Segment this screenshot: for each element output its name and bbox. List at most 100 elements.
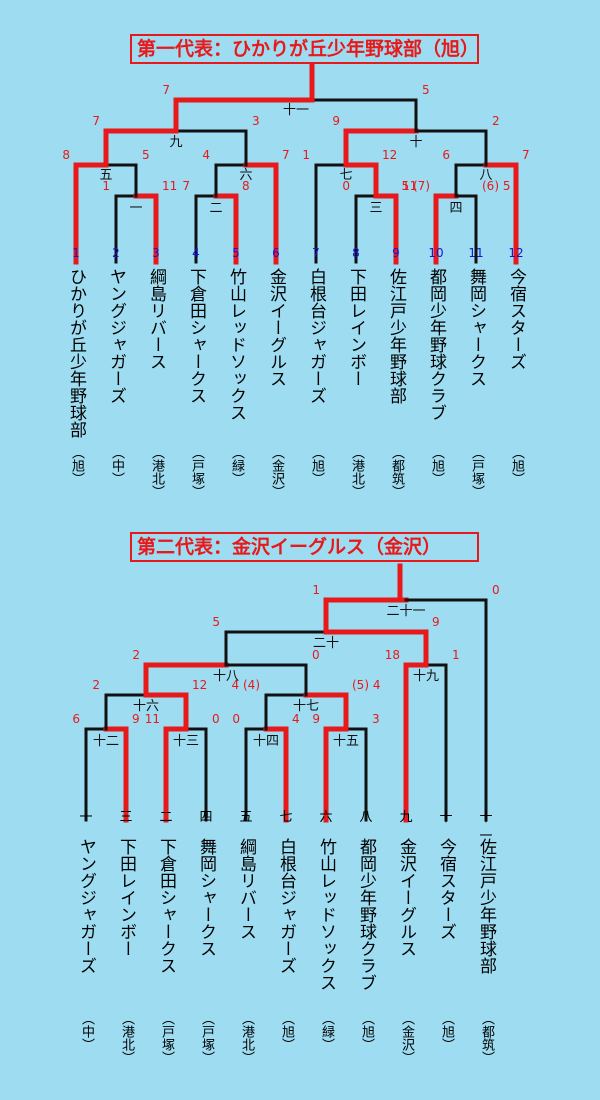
team-number: 10 [428,246,444,260]
b1-game-10-score-right: 2 [492,114,500,128]
team-name: 今宿スターズ [506,268,526,370]
b2-game-13-score-left: 11 [145,712,160,726]
team-number: 8 [352,246,360,260]
team-number: 3 [152,246,160,260]
b2-game-20-score-left: 5 [212,615,220,629]
team-name: 竹山レッドソックス [226,268,246,421]
b2-game-21-label: 二十一 [386,604,425,619]
b1-game-8-score-left: 6 [442,148,450,162]
b1-game-1-score-right: 11 [162,179,177,193]
b1-game-11-score-left: 7 [162,83,170,97]
b2-game-15-label: 十五 [333,734,359,749]
b1-game-3-label: 三 [369,201,382,216]
team-number: 4 [192,246,200,260]
b1-game-9-score-right: 3 [252,114,260,128]
b2-game-14-label: 十四 [253,734,279,749]
b2-game-16-label: 十六 [133,699,159,714]
team-area: （港北） [149,446,164,498]
b1-game-5-label: 五 [99,168,112,183]
team-number: 八 [359,810,373,825]
team-number: 十一 [479,810,493,844]
team-area: （旭） [309,446,324,485]
b2-game-12-score-right: 9 [132,712,140,726]
team-area: （金沢） [399,1012,414,1064]
team-name: ヤングジャガーズ [76,838,96,974]
b1-game-8-label: 八 [479,168,492,183]
team-number: 九 [399,810,413,825]
team-name: ヤングジャガーズ [106,268,126,404]
team-name: ひかりが丘少年野球部 [66,268,86,438]
b1-game-4-label: 四 [449,201,462,216]
b2-game-18-label: 十八 [213,669,239,684]
team-number: 1 [72,246,80,260]
team-name: 竹山レッドソックス [316,838,336,991]
b2-game-17-label: 十七 [293,699,319,714]
team-area: （旭） [69,446,84,485]
b1-game-6-label: 六 [239,168,252,183]
b2-game-14-score-left: 0 [232,712,240,726]
team-name: 舞岡シャークス [466,268,486,387]
team-number: 二 [159,810,173,825]
b2-game-16-score-right: 12 [192,678,207,692]
team-area: （戸塚） [189,446,204,498]
b2-game-20-score-right: 9 [432,615,440,629]
b2-game-21-score-left: 1 [312,583,320,597]
b2-game-12-label: 十二 [93,734,119,749]
b2-game-12-score-left: 6 [72,712,80,726]
team-name: 舞岡シャークス [196,838,216,957]
team-area: （都筑） [389,446,404,498]
team-number: 六 [319,810,333,825]
team-area: （港北） [349,446,364,498]
team-area: （旭） [429,446,444,485]
b1-game-1-score-left: 1 [102,179,110,193]
b1-game-11-label: 十一 [283,103,309,118]
team-number: 十 [439,810,453,825]
b1-game-2-score-right: 8 [242,179,250,193]
b1-game-3-score-right: 11 [402,179,417,193]
team-name: 下倉田シャークス [156,838,176,974]
team-name: 都岡少年野球クラブ [356,838,376,991]
team-number: 三 [119,810,133,825]
team-area: （旭） [359,1012,374,1051]
b1-game-5-score-right: 5 [142,148,150,162]
b2-game-17-score-right: (5) 4 [352,678,380,692]
b1-game-3-score-left: 0 [342,179,350,193]
b2-game-15-score-right: 3 [372,712,380,726]
team-area: （金沢） [269,446,284,498]
b1-game-4-score-left: 5 (7) [402,179,430,193]
b1-game-9-label: 九 [169,135,182,150]
team-area: （戸塚） [469,446,484,498]
team-area: （中） [79,1012,94,1051]
b2-game-13-score-right: 0 [212,712,220,726]
team-area: （港北） [239,1012,254,1064]
b1-game-7-label: 七 [339,168,352,183]
team-area: （旭） [509,446,524,485]
team-area: （旭） [279,1012,294,1051]
team-area: （戸塚） [159,1012,174,1064]
b2-game-16-score-left: 2 [92,678,100,692]
team-name: 金沢イーグルス [266,268,286,387]
team-number: 9 [392,246,400,260]
team-name: 都岡少年野球クラブ [426,268,446,421]
team-number: 11 [468,246,484,260]
b1-game-1-label: 一 [129,201,142,216]
b2-game-18-score-left: 2 [132,648,140,662]
b2-game-14-score-right: 4 [292,712,300,726]
b2-game-13-label: 十三 [173,734,199,749]
team-number: 7 [312,246,320,260]
b2-game-21-score-right: 0 [492,583,500,597]
team-number: 12 [508,246,524,260]
team-area: （緑） [229,446,244,485]
team-area: （中） [109,446,124,485]
team-number: 一 [79,810,93,825]
team-name: 白根台ジャガーズ [306,268,326,404]
team-name: 綱島リバース [146,268,166,370]
team-name: 金沢イーグルス [396,838,416,957]
team-name: 下田レインボー [346,268,366,387]
team-area: （戸塚） [199,1012,214,1064]
b1-game-5-score-left: 8 [62,148,70,162]
team-area: （旭） [439,1012,454,1051]
team-number: 四 [199,810,213,825]
team-number: 2 [112,246,120,260]
